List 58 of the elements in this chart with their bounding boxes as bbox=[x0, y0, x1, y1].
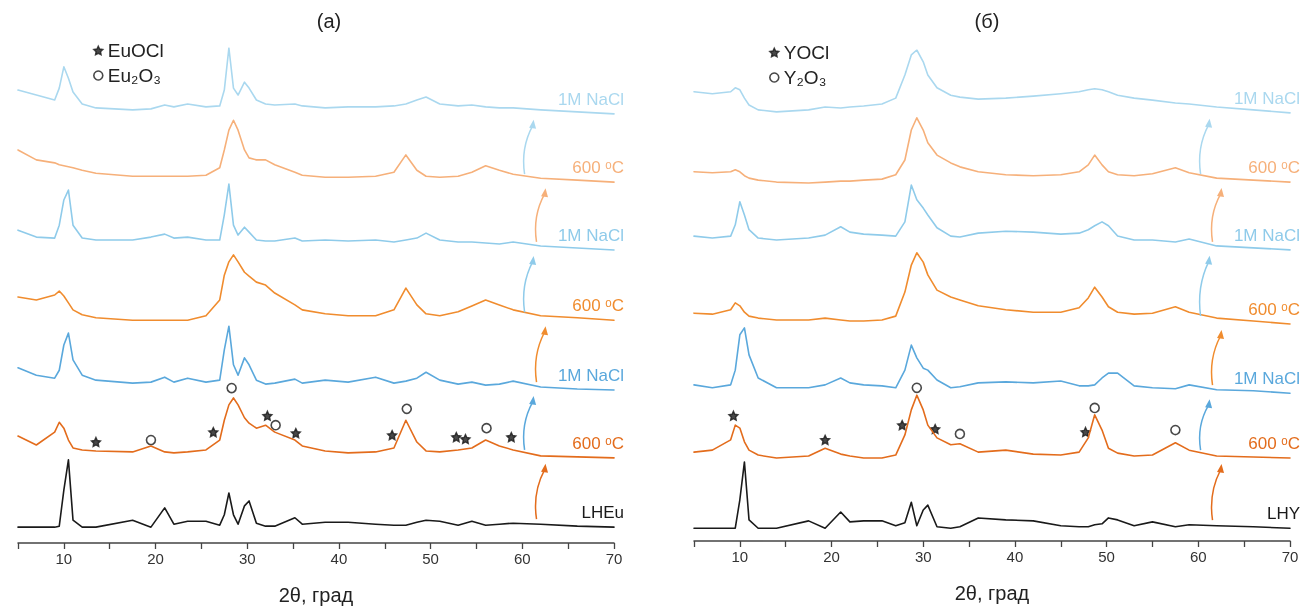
legend-label: EuOCl bbox=[107, 40, 164, 61]
x-tick-label: 40 bbox=[1006, 548, 1024, 565]
point bbox=[145, 434, 157, 446]
legend-label: Y₂O₃ bbox=[783, 67, 827, 88]
series-label: 600 ᵒC bbox=[1248, 158, 1300, 178]
x-axis-title: 2θ, град bbox=[954, 582, 1030, 604]
point bbox=[386, 429, 398, 441]
point bbox=[401, 403, 413, 415]
point bbox=[929, 423, 941, 435]
x-tick-label: 50 bbox=[1098, 548, 1115, 565]
point bbox=[954, 428, 966, 440]
x-tick-label: 20 bbox=[147, 550, 164, 567]
point bbox=[911, 382, 923, 394]
x-tick-label: 60 bbox=[513, 550, 531, 567]
series-label: 1M NaCl bbox=[557, 89, 624, 109]
point bbox=[1170, 424, 1181, 436]
series-label: 600 ᵒC bbox=[572, 433, 624, 453]
chart-title: (б) bbox=[974, 10, 1000, 32]
series-label: 600 ᵒC bbox=[1248, 434, 1300, 454]
series-label: 1M NaCl bbox=[557, 225, 624, 245]
series-label: 1M NaCl bbox=[1233, 369, 1300, 389]
series-label: 600 ᵒC bbox=[572, 296, 624, 316]
legend-label: Eu₂O₃ bbox=[107, 65, 161, 86]
point bbox=[896, 419, 908, 431]
point bbox=[290, 427, 302, 439]
x-tick-label: 30 bbox=[238, 550, 256, 567]
point bbox=[460, 433, 471, 445]
point bbox=[270, 419, 281, 431]
point bbox=[451, 431, 462, 443]
point bbox=[1089, 402, 1100, 414]
chart-title: (a) bbox=[316, 10, 342, 32]
x-tick-label: 30 bbox=[914, 548, 932, 565]
point bbox=[262, 410, 273, 421]
x-tick-label: 10 bbox=[731, 548, 749, 565]
x-tick-label: 50 bbox=[422, 550, 439, 567]
point bbox=[481, 422, 492, 434]
x-axis-title: 2θ, град bbox=[278, 584, 354, 606]
x-tick-label: 40 bbox=[330, 550, 348, 567]
series-label: LHEu bbox=[581, 503, 624, 523]
point bbox=[208, 426, 219, 438]
x-tick-label: 20 bbox=[823, 548, 840, 565]
series-label: LHY bbox=[1266, 504, 1300, 524]
legend-label: YOCl bbox=[783, 42, 830, 63]
point bbox=[506, 431, 517, 443]
x-tick-label: 70 bbox=[1281, 548, 1299, 565]
point bbox=[728, 410, 739, 421]
point bbox=[226, 382, 237, 394]
x-tick-label: 70 bbox=[605, 550, 623, 567]
series-label: 600 ᵒC bbox=[572, 158, 624, 178]
x-tick-label: 10 bbox=[55, 550, 73, 567]
x-tick-label: 60 bbox=[1189, 548, 1207, 565]
point bbox=[1080, 426, 1091, 438]
series-label: 1M NaCl bbox=[1233, 88, 1300, 108]
series-label: 1M NaCl bbox=[557, 366, 624, 386]
point bbox=[819, 434, 831, 446]
point bbox=[90, 436, 102, 448]
series-label: 1M NaCl bbox=[1233, 225, 1300, 245]
series-label: 600 ᵒC bbox=[1248, 299, 1300, 319]
